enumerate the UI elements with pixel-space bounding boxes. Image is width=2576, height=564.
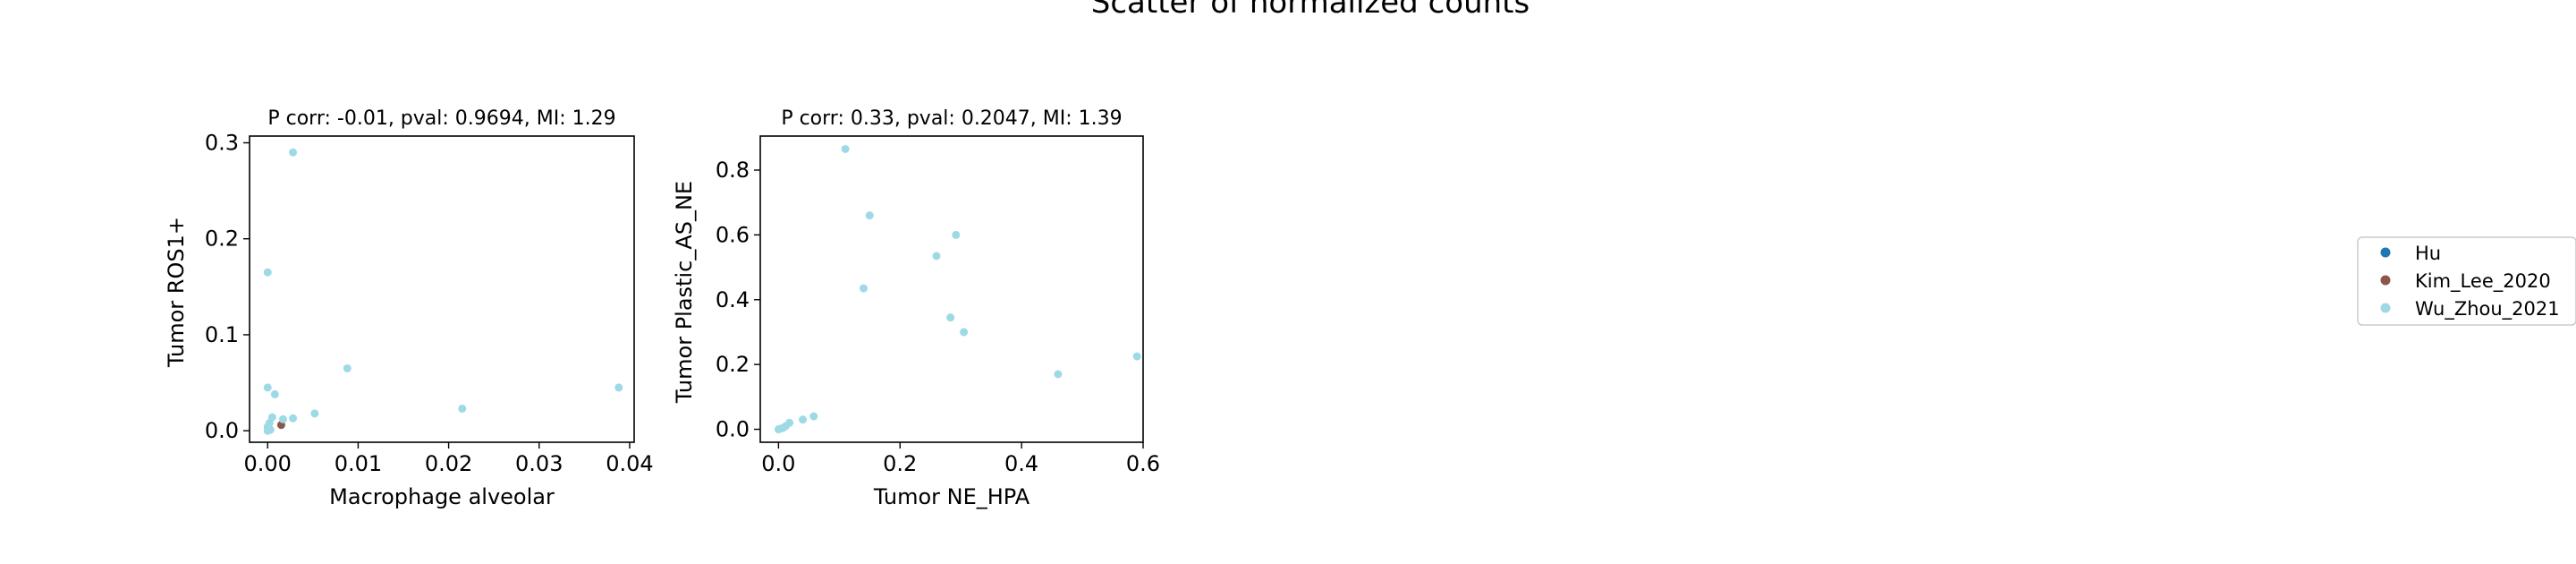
panel-2-point-wu-zhou-2021 [841, 144, 850, 153]
panel-1-point-wu-zhou-2021 [343, 363, 352, 372]
panel-2-point-wu-zhou-2021 [859, 284, 868, 293]
panel-1-x-tick-label: 0.02 [425, 451, 472, 476]
panel-1-x-tick-label: 0.03 [515, 451, 563, 476]
panel-1-point-wu-zhou-2021 [614, 383, 623, 392]
panel-2-point-wu-zhou-2021 [799, 415, 808, 424]
scatter-panel-2: P corr: 0.33, pval: 0.2047, MI: 1.39 Tum… [672, 107, 1160, 509]
panel-2-point-wu-zhou-2021 [774, 425, 783, 434]
legend: Hu Kim_Lee_2020 Wu_Zhou_2021 [2357, 236, 2576, 326]
panel-2-x-tick-label: 0.6 [1126, 451, 1160, 476]
panel-2-x-tick-label: 0.2 [883, 451, 917, 476]
panel-1-point-wu-zhou-2021 [263, 268, 272, 277]
legend-marker-kim-lee-2020 [2380, 275, 2391, 286]
legend-label-wu-zhou-2021: Wu_Zhou_2021 [2415, 298, 2560, 320]
panel-1-point-wu-zhou-2021 [458, 404, 467, 413]
legend-marker-hu [2380, 247, 2391, 258]
panel-1-x-tick-label: 0.01 [335, 451, 382, 476]
panel-2-point-wu-zhou-2021 [809, 412, 818, 421]
panel-1-point-wu-zhou-2021 [289, 148, 298, 157]
panel-1-y-tick-label: 0.1 [205, 322, 239, 347]
panel-1-ylabel: Tumor ROS1+ [164, 217, 189, 368]
panel-2-y-tick-label: 0.2 [716, 352, 750, 377]
panel-1-point-wu-zhou-2021 [263, 426, 272, 435]
panel-1-title: P corr: -0.01, pval: 0.9694, MI: 1.29 [267, 107, 615, 130]
panel-2-y-tick-label: 0.6 [716, 222, 750, 247]
legend-label-hu: Hu [2415, 243, 2441, 264]
panel-1-x-tick-label: 0.04 [606, 451, 653, 476]
panel-2-y-tick-label: 0.4 [716, 287, 750, 312]
panel-2-axes-frame [759, 135, 1144, 443]
panel-2-ylabel: Tumor Plastic_AS_NE [672, 181, 697, 404]
panel-2-point-wu-zhou-2021 [1054, 370, 1063, 379]
panel-2-point-wu-zhou-2021 [952, 230, 961, 239]
panel-2-x-tick-label: 0.0 [761, 451, 795, 476]
panel-2-point-wu-zhou-2021 [865, 211, 874, 220]
legend-marker-wu-zhou-2021 [2380, 303, 2391, 313]
panel-2-title: P corr: 0.33, pval: 0.2047, MI: 1.39 [781, 107, 1122, 130]
legend-frame [2357, 236, 2576, 326]
panel-1-point-wu-zhou-2021 [278, 414, 287, 423]
panel-2-y-tick-label: 0.8 [716, 158, 750, 183]
panel-1-point-wu-zhou-2021 [310, 409, 319, 418]
panel-2-xlabel: Tumor NE_HPA [873, 484, 1030, 509]
panel-2-x-tick-label: 0.4 [1004, 451, 1038, 476]
legend-entry: Kim_Lee_2020 [2380, 270, 2551, 293]
legend-label-kim-lee-2020: Kim_Lee_2020 [2415, 270, 2551, 293]
panel-2-point-wu-zhou-2021 [1132, 352, 1141, 361]
panel-2-point-wu-zhou-2021 [932, 252, 941, 261]
figure-suptitle: Scatter of normalized counts [1091, 0, 1530, 21]
panel-1-y-tick-label: 0.0 [205, 418, 239, 443]
panel-1-y-tick-label: 0.3 [205, 131, 239, 156]
panel-1-point-wu-zhou-2021 [289, 414, 298, 423]
panel-1-axes-frame [249, 135, 635, 443]
panel-1-x-tick-label: 0.00 [244, 451, 292, 476]
panel-1-point-wu-zhou-2021 [270, 389, 279, 398]
legend-entry: Hu [2380, 243, 2441, 264]
panel-1-xlabel: Macrophage alveolar [329, 484, 555, 509]
panel-2-point-wu-zhou-2021 [960, 328, 969, 337]
panel-1-point-wu-zhou-2021 [263, 383, 272, 392]
panel-2-y-tick-label: 0.0 [716, 417, 750, 442]
panel-1-y-tick-label: 0.2 [205, 226, 239, 252]
legend-entry: Wu_Zhou_2021 [2380, 298, 2560, 320]
scatter-panel-1: P corr: -0.01, pval: 0.9694, MI: 1.29 Ma… [164, 107, 654, 509]
panel-2-point-wu-zhou-2021 [946, 313, 955, 322]
